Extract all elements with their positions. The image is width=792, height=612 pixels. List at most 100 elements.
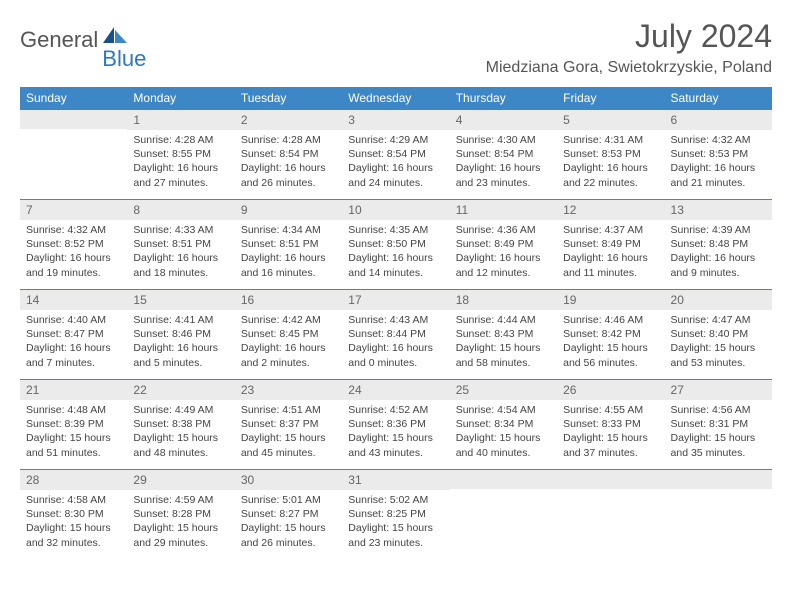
sunrise-line: Sunrise: 4:59 AM <box>133 493 228 507</box>
daylight-line: Daylight: 16 hours and 2 minutes. <box>241 341 336 369</box>
day-number: 12 <box>557 200 664 220</box>
day-number: 10 <box>342 200 449 220</box>
day-number: 8 <box>127 200 234 220</box>
daylight-line: Daylight: 16 hours and 19 minutes. <box>26 251 121 279</box>
sunset-line: Sunset: 8:34 PM <box>456 417 551 431</box>
day-sun-data: Sunrise: 4:58 AMSunset: 8:30 PMDaylight:… <box>20 490 127 556</box>
calendar-day-cell: 14Sunrise: 4:40 AMSunset: 8:47 PMDayligh… <box>20 290 127 380</box>
calendar-day-cell: 3Sunrise: 4:29 AMSunset: 8:54 PMDaylight… <box>342 110 449 200</box>
calendar-day-cell: 8Sunrise: 4:33 AMSunset: 8:51 PMDaylight… <box>127 200 234 290</box>
sunset-line: Sunset: 8:49 PM <box>456 237 551 251</box>
weekday-header: Saturday <box>665 87 772 110</box>
sunrise-line: Sunrise: 4:34 AM <box>241 223 336 237</box>
day-sun-data: Sunrise: 4:28 AMSunset: 8:54 PMDaylight:… <box>235 130 342 196</box>
sunrise-line: Sunrise: 5:01 AM <box>241 493 336 507</box>
day-sun-data: Sunrise: 4:43 AMSunset: 8:44 PMDaylight:… <box>342 310 449 376</box>
day-sun-data: Sunrise: 4:32 AMSunset: 8:53 PMDaylight:… <box>665 130 772 196</box>
day-number: 18 <box>450 290 557 310</box>
sunset-line: Sunset: 8:27 PM <box>241 507 336 521</box>
daylight-line: Daylight: 16 hours and 0 minutes. <box>348 341 443 369</box>
sunset-line: Sunset: 8:31 PM <box>671 417 766 431</box>
sunset-line: Sunset: 8:39 PM <box>26 417 121 431</box>
day-sun-data: Sunrise: 4:54 AMSunset: 8:34 PMDaylight:… <box>450 400 557 466</box>
sunset-line: Sunset: 8:30 PM <box>26 507 121 521</box>
day-sun-data: Sunrise: 4:32 AMSunset: 8:52 PMDaylight:… <box>20 220 127 286</box>
day-sun-data: Sunrise: 5:02 AMSunset: 8:25 PMDaylight:… <box>342 490 449 556</box>
day-sun-data: Sunrise: 4:56 AMSunset: 8:31 PMDaylight:… <box>665 400 772 466</box>
sunrise-line: Sunrise: 4:28 AM <box>133 133 228 147</box>
calendar-day-cell <box>450 470 557 560</box>
sunset-line: Sunset: 8:51 PM <box>241 237 336 251</box>
weekday-header-row: Sunday Monday Tuesday Wednesday Thursday… <box>20 87 772 110</box>
brand-logo: General Blue <box>20 18 152 62</box>
sunset-line: Sunset: 8:53 PM <box>671 147 766 161</box>
day-number: 11 <box>450 200 557 220</box>
calendar-day-cell: 18Sunrise: 4:44 AMSunset: 8:43 PMDayligh… <box>450 290 557 380</box>
day-number: 28 <box>20 470 127 490</box>
calendar-day-cell: 10Sunrise: 4:35 AMSunset: 8:50 PMDayligh… <box>342 200 449 290</box>
day-number: 15 <box>127 290 234 310</box>
daylight-line: Daylight: 15 hours and 45 minutes. <box>241 431 336 459</box>
day-number: 24 <box>342 380 449 400</box>
day-sun-data: Sunrise: 4:39 AMSunset: 8:48 PMDaylight:… <box>665 220 772 286</box>
sunrise-line: Sunrise: 4:35 AM <box>348 223 443 237</box>
calendar-day-cell <box>557 470 664 560</box>
day-number: 29 <box>127 470 234 490</box>
calendar-day-cell: 30Sunrise: 5:01 AMSunset: 8:27 PMDayligh… <box>235 470 342 560</box>
daylight-line: Daylight: 16 hours and 24 minutes. <box>348 161 443 189</box>
day-number: 27 <box>665 380 772 400</box>
daylight-line: Daylight: 15 hours and 37 minutes. <box>563 431 658 459</box>
day-number: 5 <box>557 110 664 130</box>
sunrise-line: Sunrise: 4:41 AM <box>133 313 228 327</box>
sunrise-line: Sunrise: 4:56 AM <box>671 403 766 417</box>
sunset-line: Sunset: 8:47 PM <box>26 327 121 341</box>
calendar-day-cell: 19Sunrise: 4:46 AMSunset: 8:42 PMDayligh… <box>557 290 664 380</box>
sunset-line: Sunset: 8:42 PM <box>563 327 658 341</box>
brand-general: General <box>20 27 98 53</box>
sunrise-line: Sunrise: 4:28 AM <box>241 133 336 147</box>
calendar-week-row: 14Sunrise: 4:40 AMSunset: 8:47 PMDayligh… <box>20 290 772 380</box>
sunset-line: Sunset: 8:54 PM <box>348 147 443 161</box>
sunset-line: Sunset: 8:36 PM <box>348 417 443 431</box>
day-number: 19 <box>557 290 664 310</box>
location-subtitle: Miedziana Gora, Swietokrzyskie, Poland <box>486 59 772 77</box>
sunrise-line: Sunrise: 4:48 AM <box>26 403 121 417</box>
day-sun-data: Sunrise: 4:34 AMSunset: 8:51 PMDaylight:… <box>235 220 342 286</box>
calendar-day-cell: 11Sunrise: 4:36 AMSunset: 8:49 PMDayligh… <box>450 200 557 290</box>
day-sun-data: Sunrise: 4:44 AMSunset: 8:43 PMDaylight:… <box>450 310 557 376</box>
day-number: 6 <box>665 110 772 130</box>
day-number <box>20 110 127 129</box>
day-sun-data: Sunrise: 4:36 AMSunset: 8:49 PMDaylight:… <box>450 220 557 286</box>
sunrise-line: Sunrise: 4:54 AM <box>456 403 551 417</box>
day-number: 1 <box>127 110 234 130</box>
daylight-line: Daylight: 15 hours and 53 minutes. <box>671 341 766 369</box>
calendar-day-cell: 24Sunrise: 4:52 AMSunset: 8:36 PMDayligh… <box>342 380 449 470</box>
daylight-line: Daylight: 15 hours and 56 minutes. <box>563 341 658 369</box>
calendar-week-row: 28Sunrise: 4:58 AMSunset: 8:30 PMDayligh… <box>20 470 772 560</box>
daylight-line: Daylight: 15 hours and 26 minutes. <box>241 521 336 549</box>
daylight-line: Daylight: 16 hours and 22 minutes. <box>563 161 658 189</box>
sunset-line: Sunset: 8:28 PM <box>133 507 228 521</box>
sunset-line: Sunset: 8:38 PM <box>133 417 228 431</box>
day-sun-data: Sunrise: 4:59 AMSunset: 8:28 PMDaylight:… <box>127 490 234 556</box>
day-sun-data: Sunrise: 4:31 AMSunset: 8:53 PMDaylight:… <box>557 130 664 196</box>
sunrise-line: Sunrise: 4:44 AM <box>456 313 551 327</box>
sunrise-line: Sunrise: 4:40 AM <box>26 313 121 327</box>
daylight-line: Daylight: 16 hours and 16 minutes. <box>241 251 336 279</box>
daylight-line: Daylight: 16 hours and 12 minutes. <box>456 251 551 279</box>
daylight-line: Daylight: 15 hours and 32 minutes. <box>26 521 121 549</box>
calendar-day-cell: 4Sunrise: 4:30 AMSunset: 8:54 PMDaylight… <box>450 110 557 200</box>
sunrise-line: Sunrise: 4:32 AM <box>26 223 121 237</box>
daylight-line: Daylight: 16 hours and 14 minutes. <box>348 251 443 279</box>
sunset-line: Sunset: 8:55 PM <box>133 147 228 161</box>
calendar-day-cell <box>20 110 127 200</box>
daylight-line: Daylight: 16 hours and 5 minutes. <box>133 341 228 369</box>
day-number: 26 <box>557 380 664 400</box>
sunrise-line: Sunrise: 4:30 AM <box>456 133 551 147</box>
day-number: 20 <box>665 290 772 310</box>
calendar-day-cell: 28Sunrise: 4:58 AMSunset: 8:30 PMDayligh… <box>20 470 127 560</box>
sunrise-line: Sunrise: 4:33 AM <box>133 223 228 237</box>
sunrise-line: Sunrise: 4:52 AM <box>348 403 443 417</box>
sunset-line: Sunset: 8:43 PM <box>456 327 551 341</box>
weekday-header: Sunday <box>20 87 127 110</box>
